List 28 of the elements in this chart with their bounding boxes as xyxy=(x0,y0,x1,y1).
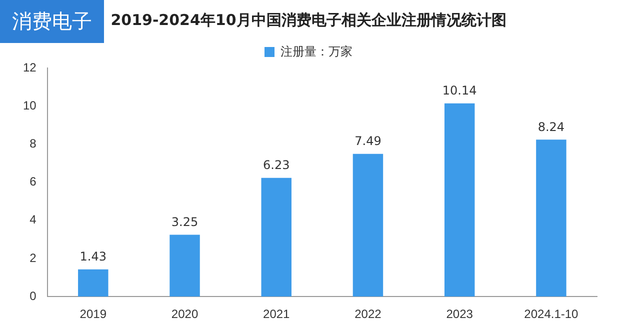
bar xyxy=(78,269,108,297)
y-tick-label: 12 xyxy=(22,60,37,74)
bar xyxy=(352,154,384,297)
data-label: 10.14 xyxy=(442,84,477,98)
chart-title: 2019-2024年10月中国消费电子相关企业注册情况统计图 xyxy=(110,10,506,29)
y-tick-label: 6 xyxy=(30,174,37,189)
x-tick-label: 2024.1-10 xyxy=(524,307,579,322)
x-tick-label: 2023 xyxy=(446,307,474,322)
data-label: 3.25 xyxy=(171,214,198,229)
x-tick-label: 2022 xyxy=(354,307,382,322)
bar xyxy=(261,178,292,297)
y-tick-label: 4 xyxy=(30,212,37,227)
bar xyxy=(536,140,566,297)
y-tick-label: 10 xyxy=(22,98,37,112)
data-label: 6.23 xyxy=(263,158,290,172)
x-tick-label: 2020 xyxy=(171,307,198,322)
text: 消费电子 xyxy=(0,0,104,43)
y-tick-label: 0 xyxy=(30,288,37,303)
data-label: 7.49 xyxy=(354,134,382,148)
bar xyxy=(170,234,200,297)
y-tick-label: 8 xyxy=(30,136,37,151)
x-tick-label: 2019 xyxy=(80,307,107,322)
y-tick-label: 2 xyxy=(30,250,37,265)
x-tick-label: 2021 xyxy=(263,307,290,322)
data-label: 8.24 xyxy=(538,120,565,134)
data-label: 1.43 xyxy=(80,249,107,264)
legend-label: 注册量：万家 xyxy=(280,44,352,58)
bar xyxy=(444,103,475,297)
